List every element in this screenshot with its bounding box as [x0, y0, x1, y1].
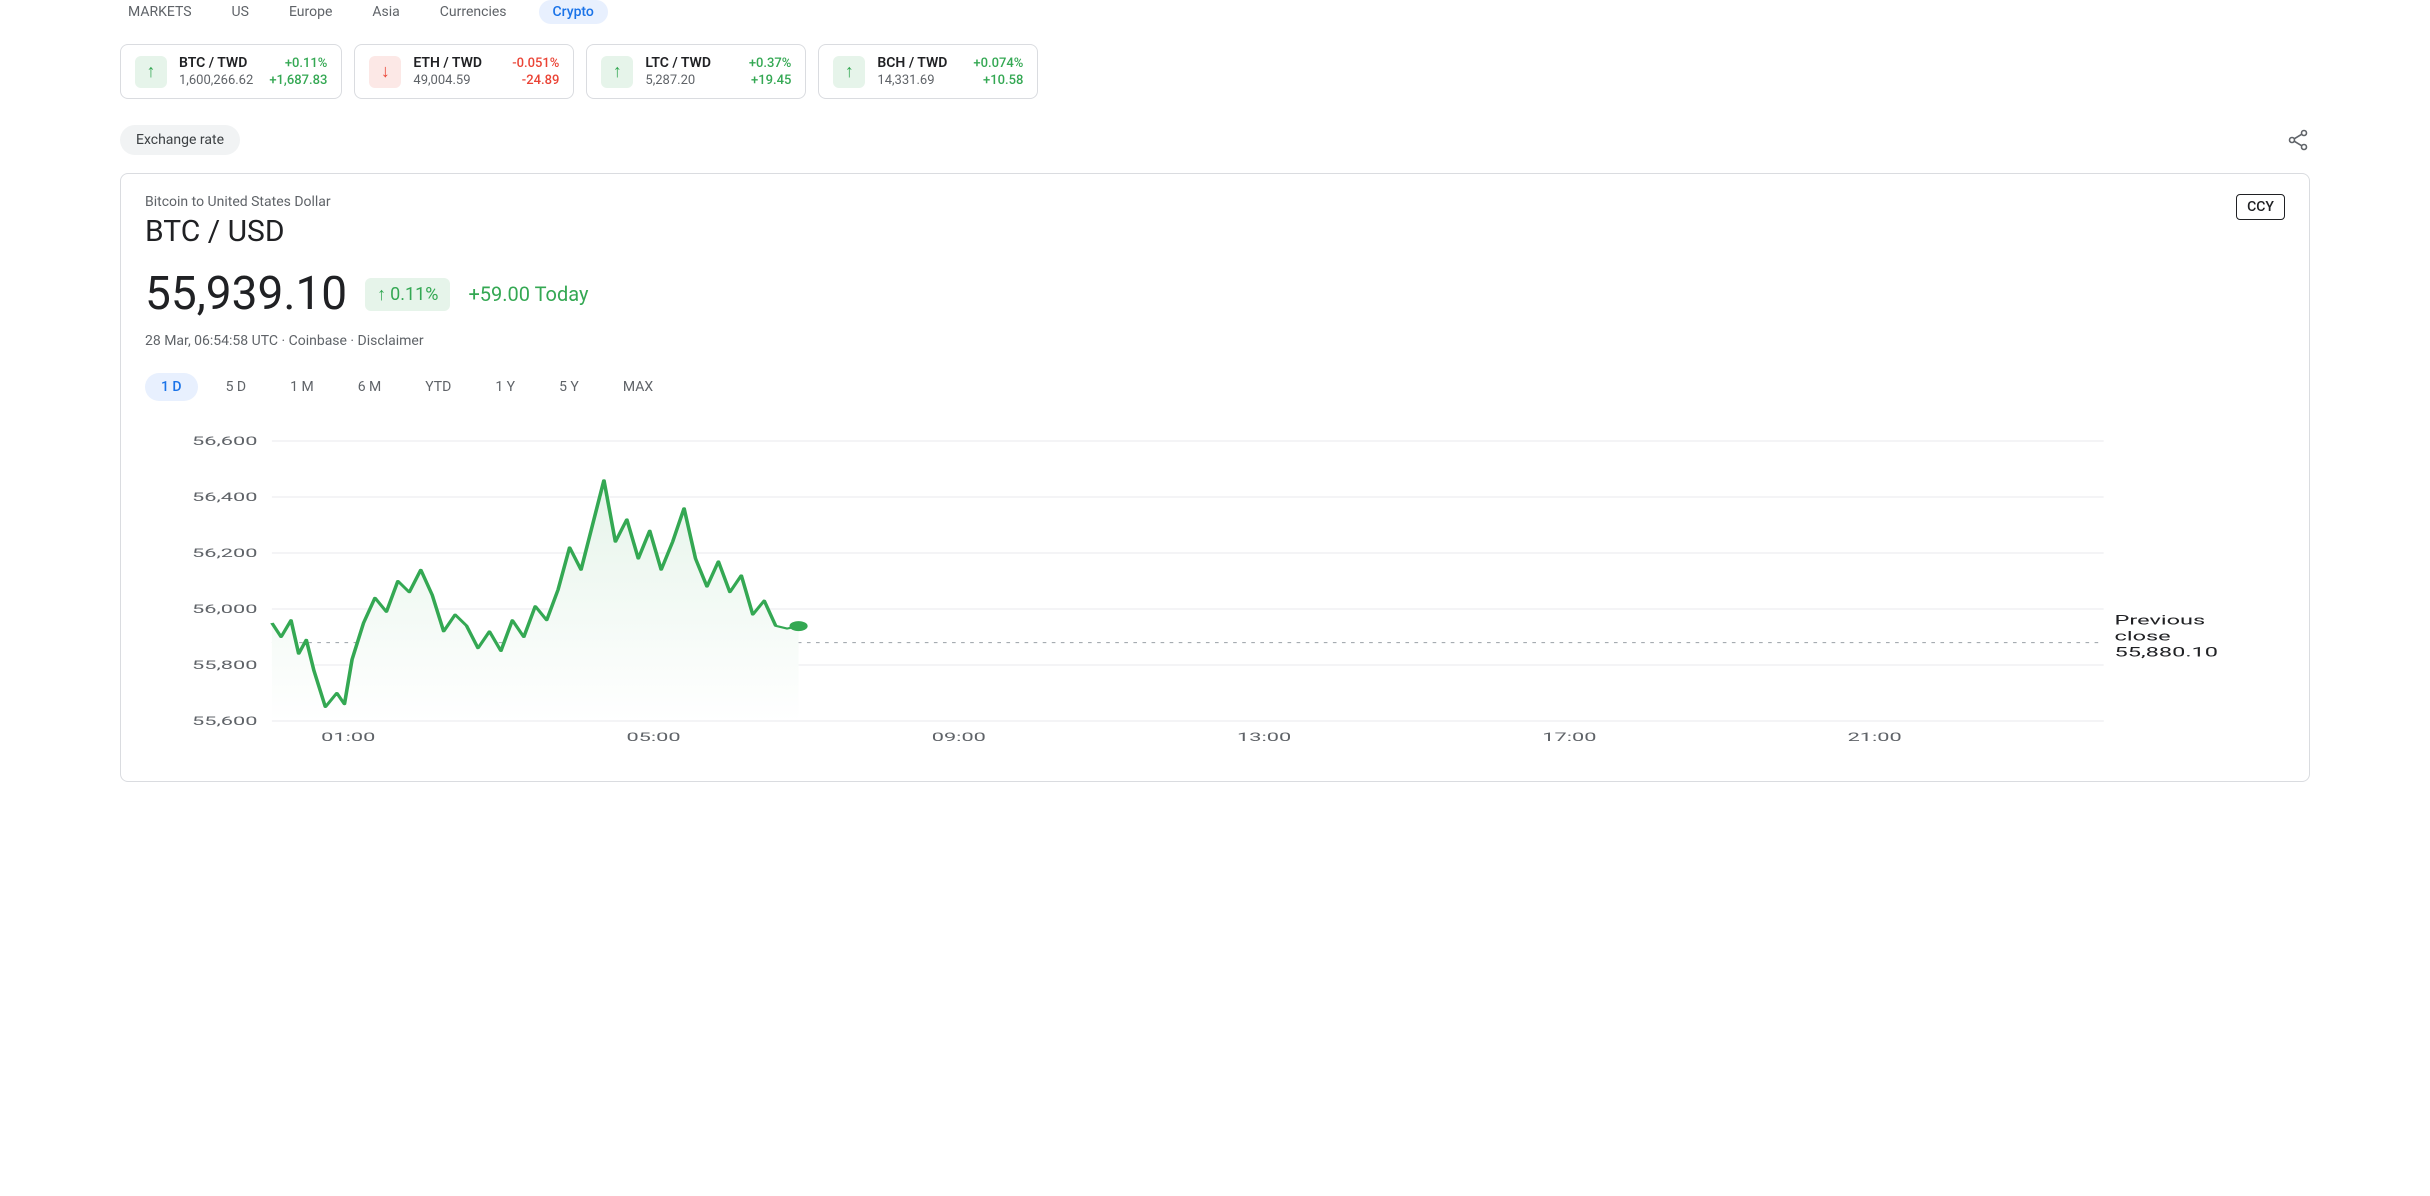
- share-icon[interactable]: [2286, 128, 2310, 152]
- ticker-price: 1,600,266.62: [179, 73, 253, 88]
- range-row: 1 D 5 D 1 M 6 M YTD 1 Y 5 Y MAX: [145, 373, 2285, 401]
- ticker-price: 49,004.59: [413, 73, 470, 88]
- nav-tab-asia[interactable]: Asia: [364, 0, 407, 24]
- pair-title: BTC / USD: [145, 214, 2236, 249]
- range-btn-1d[interactable]: 1 D: [145, 373, 198, 401]
- ccy-badge[interactable]: CCY: [2236, 194, 2285, 220]
- range-btn-5d[interactable]: 5 D: [210, 373, 263, 401]
- ticker-pair: BCH / TWD: [877, 55, 947, 71]
- nav-tabs: MARKETS US Europe Asia Currencies Crypto: [120, 0, 2310, 32]
- ticker-info: LTC / TWD +0.37% 5,287.20 +19.45: [645, 55, 791, 88]
- current-price: 55,939.10: [145, 267, 347, 321]
- ticker-card[interactable]: ↓ ETH / TWD -0.051% 49,004.59 -24.89: [354, 44, 574, 99]
- svg-text:close: close: [2115, 628, 2171, 644]
- svg-text:55,600: 55,600: [192, 715, 257, 729]
- svg-text:05:00: 05:00: [626, 731, 680, 745]
- nav-tab-europe[interactable]: Europe: [281, 0, 340, 24]
- ticker-change: +1,687.83: [269, 73, 327, 88]
- nav-tab-markets[interactable]: MARKETS: [120, 0, 200, 24]
- ticker-card[interactable]: ↑ BCH / TWD +0.074% 14,331.69 +10.58: [818, 44, 1038, 99]
- arrow-down-icon: ↓: [369, 56, 401, 88]
- range-btn-1y[interactable]: 1 Y: [479, 373, 531, 401]
- range-btn-ytd[interactable]: YTD: [409, 373, 467, 401]
- svg-text:17:00: 17:00: [1542, 731, 1596, 745]
- chip-row: Exchange rate: [120, 119, 2310, 167]
- ticker-pair: ETH / TWD: [413, 55, 482, 71]
- ticker-pair: BTC / TWD: [179, 55, 247, 71]
- ticker-card[interactable]: ↑ BTC / TWD +0.11% 1,600,266.62 +1,687.8…: [120, 44, 342, 99]
- ticker-info: BTC / TWD +0.11% 1,600,266.62 +1,687.83: [179, 55, 327, 88]
- arrow-up-icon: ↑: [135, 56, 167, 88]
- svg-text:56,400: 56,400: [192, 491, 257, 505]
- ticker-pct: +0.37%: [749, 56, 792, 71]
- svg-text:13:00: 13:00: [1237, 731, 1291, 745]
- card-subtitle: Bitcoin to United States Dollar: [145, 194, 2236, 210]
- svg-text:56,000: 56,000: [192, 603, 257, 617]
- svg-text:01:00: 01:00: [321, 731, 375, 745]
- ticker-pct: +0.11%: [285, 56, 328, 71]
- nav-tab-crypto[interactable]: Crypto: [539, 0, 608, 24]
- arrow-up-icon: ↑: [377, 284, 386, 305]
- svg-text:Previous: Previous: [2115, 612, 2206, 628]
- nav-tab-currencies[interactable]: Currencies: [432, 0, 515, 24]
- pct-value: 0.11%: [390, 284, 438, 305]
- ticker-pair: LTC / TWD: [645, 55, 711, 71]
- svg-text:56,200: 56,200: [192, 547, 257, 561]
- svg-text:09:00: 09:00: [932, 731, 986, 745]
- range-btn-6m[interactable]: 6 M: [342, 373, 398, 401]
- ticker-card[interactable]: ↑ LTC / TWD +0.37% 5,287.20 +19.45: [586, 44, 806, 99]
- price-chart[interactable]: 56,600 56,400 56,200 56,000 55,800 55,600 Prev…: [145, 431, 2285, 751]
- arrow-up-icon: ↑: [833, 56, 865, 88]
- svg-text:55,880.10: 55,880.10: [2115, 644, 2219, 660]
- ticker-change: +10.58: [983, 73, 1023, 88]
- ticker-pct: +0.074%: [973, 56, 1023, 71]
- ticker-price: 5,287.20: [645, 73, 695, 88]
- exchange-rate-chip[interactable]: Exchange rate: [120, 125, 240, 155]
- ticker-info: BCH / TWD +0.074% 14,331.69 +10.58: [877, 55, 1023, 88]
- range-btn-5y[interactable]: 5 Y: [543, 373, 595, 401]
- ticker-price: 14,331.69: [877, 73, 934, 88]
- ticker-pct: -0.051%: [512, 56, 559, 71]
- pct-pill: ↑ 0.11%: [365, 278, 450, 311]
- arrow-up-icon: ↑: [601, 56, 633, 88]
- card-header: Bitcoin to United States Dollar BTC / US…: [145, 194, 2285, 249]
- svg-text:56,600: 56,600: [192, 435, 257, 449]
- main-card: Bitcoin to United States Dollar BTC / US…: [120, 173, 2310, 782]
- range-btn-1m[interactable]: 1 M: [274, 373, 330, 401]
- svg-text:55,800: 55,800: [192, 659, 257, 673]
- meta-line: 28 Mar, 06:54:58 UTC · Coinbase · Discla…: [145, 333, 2285, 349]
- ticker-info: ETH / TWD -0.051% 49,004.59 -24.89: [413, 55, 559, 88]
- ticker-row: ↑ BTC / TWD +0.11% 1,600,266.62 +1,687.8…: [120, 32, 2310, 119]
- change-today: +59.00 Today: [468, 282, 588, 306]
- price-row: 55,939.10 ↑ 0.11% +59.00 Today: [145, 267, 2285, 321]
- nav-tab-us[interactable]: US: [224, 0, 257, 24]
- range-btn-max[interactable]: MAX: [607, 373, 669, 401]
- svg-text:21:00: 21:00: [1848, 731, 1902, 745]
- ticker-change: +19.45: [751, 73, 791, 88]
- ticker-change: -24.89: [522, 73, 560, 88]
- chart-container: 56,600 56,400 56,200 56,000 55,800 55,600 Prev…: [145, 431, 2285, 751]
